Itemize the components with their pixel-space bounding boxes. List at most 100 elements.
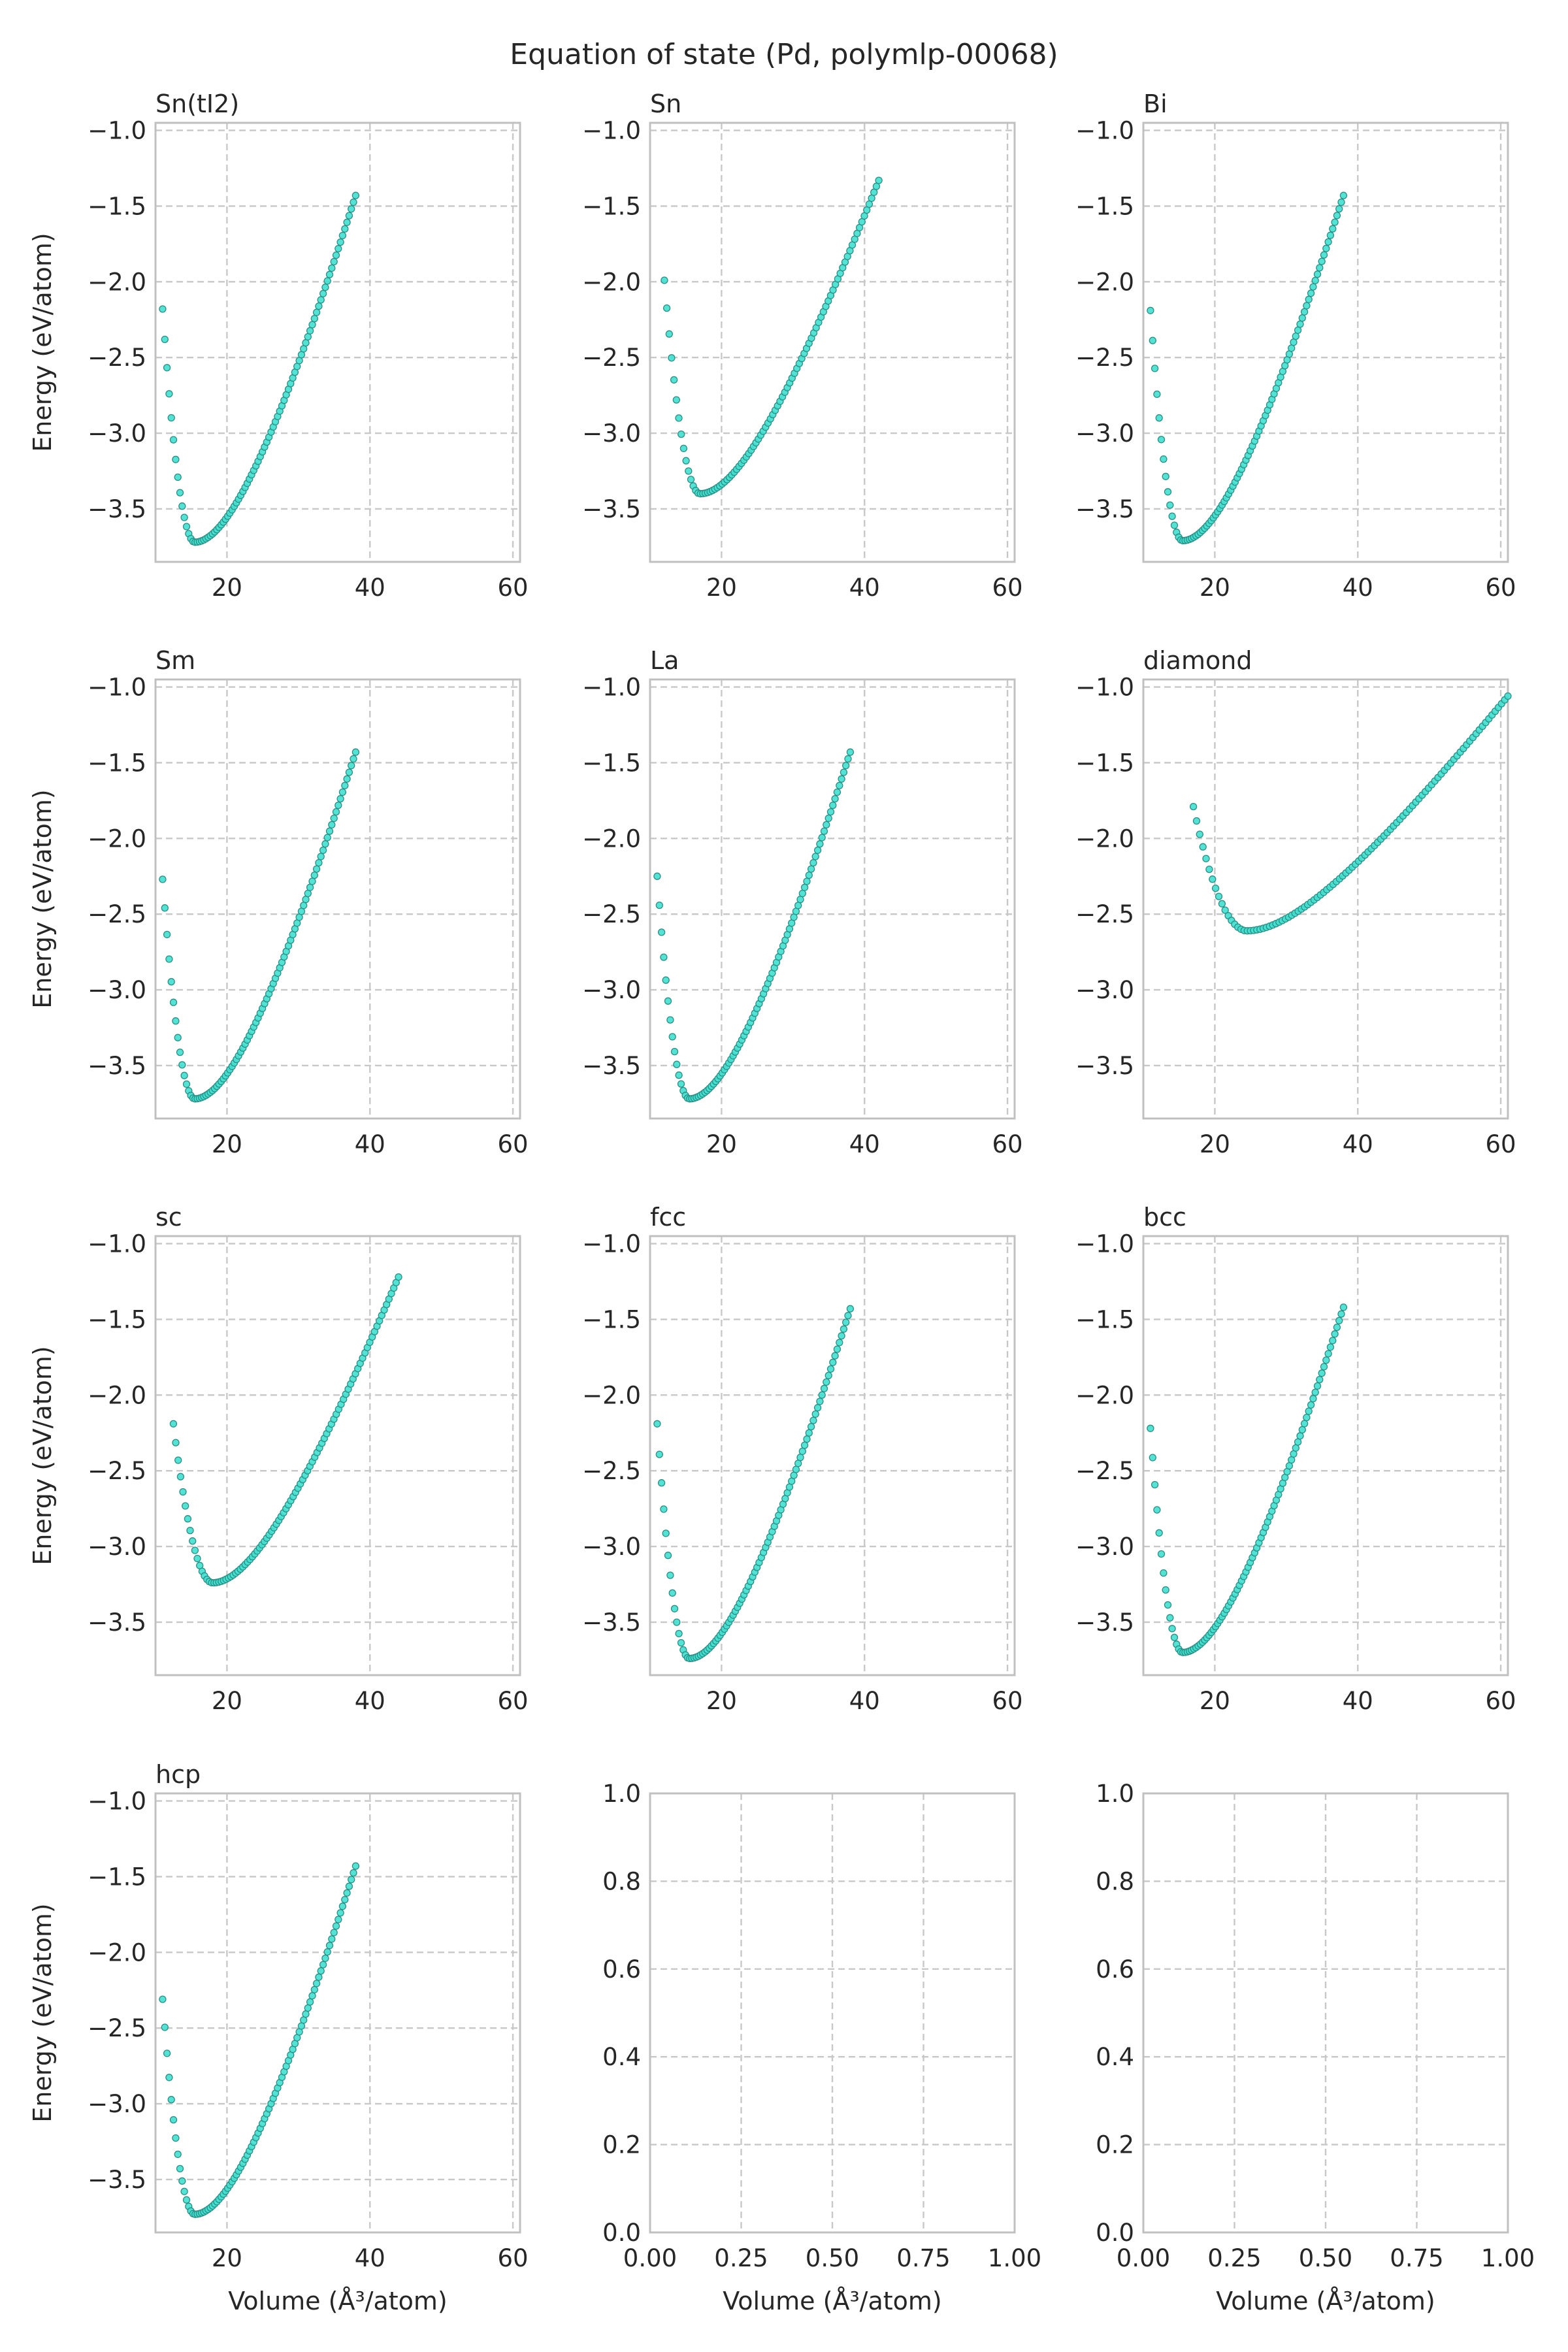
data-point: [842, 762, 850, 770]
data-point: [823, 821, 830, 829]
data-point: [670, 376, 678, 384]
y-tick-label: −3.5: [88, 495, 146, 523]
data-point: [1318, 257, 1326, 265]
data-point: [332, 1922, 340, 1930]
x-tick-label: 40: [355, 1687, 385, 1715]
y-tick-label: −3.5: [582, 1609, 641, 1637]
data-point: [800, 1441, 809, 1449]
panel-title: hcp: [155, 1760, 201, 1789]
panel-title: sc: [155, 1203, 182, 1232]
axes-frame: [154, 1235, 521, 1676]
y-tick-label: −1.5: [88, 749, 146, 777]
data-point: [1294, 1438, 1302, 1446]
x-tick-label: 60: [1486, 574, 1516, 602]
data-point: [816, 1397, 824, 1405]
data-point: [176, 489, 184, 497]
data-point: [807, 1423, 815, 1431]
data-point: [179, 1488, 187, 1496]
x-tick-label: 20: [706, 574, 737, 602]
data-point: [1333, 1323, 1341, 1331]
data-point: [1337, 1310, 1345, 1318]
x-tick-label: 40: [1343, 1130, 1373, 1158]
x-tick-label: 20: [1200, 1687, 1230, 1715]
y-tick-label: −1.0: [88, 1230, 146, 1258]
y-tick-label: −3.5: [88, 2166, 146, 2194]
data-point: [165, 390, 173, 398]
data-point: [323, 1948, 331, 1956]
data-point: [335, 1916, 342, 1923]
data-point: [836, 1339, 843, 1347]
data-point: [167, 2096, 175, 2104]
data-point: [1170, 1633, 1179, 1641]
data-point: [174, 1456, 182, 1464]
data-point: [823, 1378, 830, 1386]
data-series-fcc: [653, 1305, 855, 1663]
data-point: [174, 473, 182, 482]
data-point: [1157, 1550, 1166, 1558]
x-tick-label: 60: [498, 1687, 529, 1715]
data-point: [341, 781, 349, 790]
data-point: [661, 276, 668, 284]
y-tick-label: −1.0: [582, 1230, 641, 1258]
y-tick-label: −2.0: [582, 825, 641, 853]
y-tick-label: −2.5: [582, 900, 641, 928]
data-point: [335, 801, 342, 809]
data-point: [655, 901, 663, 909]
data-point: [350, 198, 357, 206]
data-point: [176, 1048, 184, 1056]
data-point: [1298, 314, 1306, 322]
y-tick-label: −2.0: [582, 268, 641, 296]
data-point: [176, 2164, 184, 2173]
data-point: [829, 801, 837, 809]
data-point: [319, 289, 327, 298]
data-point: [1300, 308, 1309, 316]
data-point: [1322, 244, 1330, 252]
data-point: [319, 1961, 327, 1968]
data-point: [662, 976, 670, 984]
y-tick-label: −3.0: [88, 2090, 146, 2118]
y-tick-label: −1.5: [1075, 1305, 1134, 1333]
data-point: [304, 333, 312, 341]
data-point: [315, 858, 323, 867]
y-tick-label: −3.5: [1075, 495, 1134, 523]
data-point: [184, 1515, 192, 1523]
data-point: [161, 2023, 169, 2031]
data-point: [829, 1358, 837, 1366]
x-tick-label: 0.50: [1299, 2244, 1352, 2272]
y-tick-label: −1.0: [582, 674, 641, 702]
axes-frame: [649, 678, 1016, 1120]
data-point: [1149, 1454, 1156, 1462]
data-series-hcp: [159, 1862, 360, 2218]
x-tick-label: 60: [498, 1130, 529, 1158]
data-point: [1300, 1420, 1309, 1428]
data-point: [820, 827, 828, 835]
data-point: [1303, 1413, 1311, 1422]
panel-Bi: 20 40 60 −1.0 −1.5 −2.0 −2.5 −3.0 −3.5 Bi: [1075, 90, 1516, 602]
data-point: [662, 1529, 670, 1537]
data-point: [1155, 414, 1163, 422]
data-point: [673, 1060, 681, 1068]
x-tick-label: 20: [212, 1687, 242, 1715]
data-point: [169, 998, 178, 1006]
data-point: [178, 1061, 186, 1069]
data-point: [345, 1882, 353, 1890]
x-tick-label: 20: [706, 1687, 737, 1715]
y-tick-label: −1.5: [88, 192, 146, 220]
x-tick-label: 1.00: [1481, 2244, 1535, 2272]
data-point: [325, 1942, 334, 1950]
y-tick-label: −1.0: [1075, 1230, 1134, 1258]
data-point: [818, 1391, 826, 1399]
data-point: [350, 755, 357, 763]
data-point: [838, 775, 845, 783]
x-tick-label: 60: [1486, 1687, 1516, 1715]
data-point: [665, 330, 673, 338]
data-point: [161, 335, 169, 344]
data-point: [800, 883, 809, 891]
y-tick-label: −1.5: [582, 1305, 641, 1333]
panel-title: Sm: [155, 646, 195, 675]
axes-frame: [649, 1235, 1016, 1676]
x-tick-label: 0.25: [714, 2244, 768, 2272]
y-tick-label: 0.2: [1096, 2131, 1134, 2159]
data-point: [348, 205, 355, 213]
y-tick-label: 0.6: [602, 1955, 641, 1984]
